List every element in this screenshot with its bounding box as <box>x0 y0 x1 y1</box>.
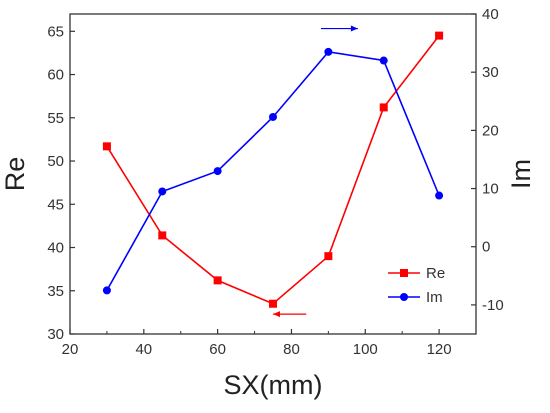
x-tick-label: 80 <box>283 341 300 358</box>
x-tick-label: 100 <box>353 341 378 358</box>
series-layer <box>102 31 444 308</box>
left-y-tick-label: 45 <box>47 196 64 213</box>
left-y-tick-label: 35 <box>47 283 64 300</box>
right-y-tick-label: 30 <box>482 64 499 81</box>
x-tick-label: 60 <box>209 341 226 358</box>
series-im-point <box>213 167 222 176</box>
right-y-tick-label: -10 <box>482 297 504 314</box>
right-y-tick-label: 20 <box>482 122 499 139</box>
series-im-point <box>435 191 444 200</box>
series-im-point <box>269 112 277 121</box>
left-y-tick-label: 60 <box>47 67 64 84</box>
left-y-tick-label: 50 <box>47 153 64 170</box>
legend-im-label: Im <box>426 289 443 306</box>
series-re-point <box>269 299 277 308</box>
left-y-tick-label: 65 <box>47 23 64 40</box>
right-y-tick-label: 40 <box>482 6 499 23</box>
series-im-point <box>324 47 333 56</box>
left-y-tick-label: 40 <box>47 240 64 257</box>
right-y-tick-label: 10 <box>482 181 499 198</box>
x-tick-label: 20 <box>62 341 79 358</box>
legend-im-marker <box>400 293 408 301</box>
series-re-point <box>213 276 222 285</box>
series-re-point <box>435 31 444 40</box>
plot-frame <box>69 13 477 335</box>
left-axis-title: Re <box>0 157 30 192</box>
x-axis-title: SX(mm) <box>224 370 323 400</box>
right-axis-title: Im <box>506 159 536 189</box>
x-tick-label: 120 <box>427 341 452 358</box>
legend-re-marker <box>400 269 408 277</box>
left-y-tick-label: 30 <box>47 326 64 343</box>
annotation-layer <box>273 25 358 318</box>
series-im-point <box>379 56 388 65</box>
arrow-left-head <box>273 311 280 318</box>
series-im-point <box>158 187 167 196</box>
legend-re-label: Re <box>426 265 445 282</box>
left-y-tick-label: 55 <box>47 110 64 127</box>
right-y-tick-label: 0 <box>482 239 490 256</box>
series-im-line <box>106 50 440 291</box>
x-tick-label: 40 <box>135 341 152 358</box>
arrow-right-head <box>350 25 358 32</box>
series-re-point <box>158 231 167 240</box>
series-im-point <box>102 286 111 295</box>
series-re-point <box>102 142 111 151</box>
legend: Re Im <box>388 265 445 306</box>
series-re-point <box>379 103 388 112</box>
series-re-point <box>324 252 333 261</box>
